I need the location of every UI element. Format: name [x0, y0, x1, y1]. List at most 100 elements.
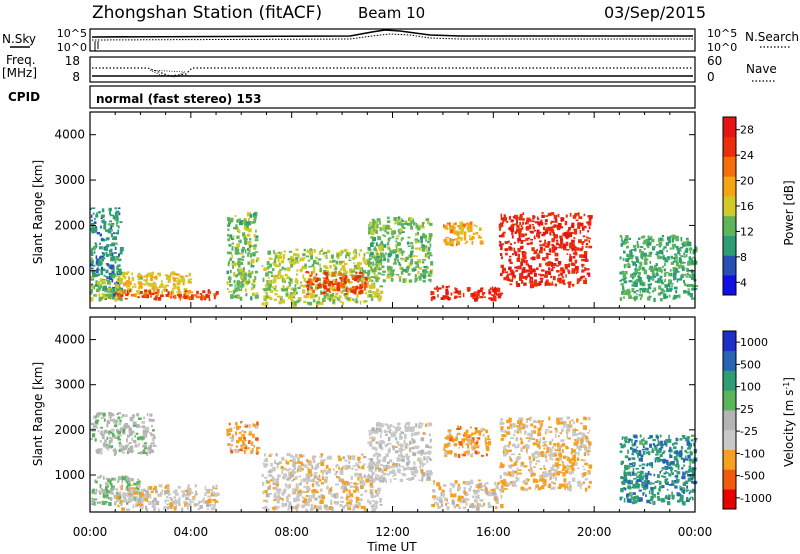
data-cell — [532, 268, 536, 273]
data-cell — [463, 433, 466, 437]
data-cell — [166, 499, 170, 502]
data-region — [115, 484, 220, 512]
data-cell — [210, 507, 215, 511]
data-cell — [668, 273, 672, 277]
data-cell — [292, 490, 296, 493]
data-cell — [236, 441, 240, 444]
data-cell — [171, 271, 175, 276]
data-cell — [249, 238, 252, 241]
data-cell — [338, 270, 341, 273]
data-cell — [301, 467, 304, 471]
data-cell — [353, 489, 357, 493]
data-cell — [646, 243, 649, 247]
data-cell — [488, 504, 492, 507]
data-cell — [338, 466, 340, 470]
data-cell — [556, 417, 561, 422]
data-cell — [112, 215, 116, 220]
data-cell — [193, 504, 198, 507]
data-cell — [581, 264, 585, 267]
data-cell — [391, 434, 396, 438]
data-cell — [467, 444, 470, 449]
data-cell — [375, 230, 378, 234]
data-cell — [421, 225, 425, 229]
data-cell — [109, 293, 113, 297]
data-cell — [503, 231, 506, 234]
data-cell — [406, 421, 411, 426]
data-cell — [348, 500, 352, 505]
data-cell — [145, 279, 148, 284]
data-cell — [581, 465, 584, 468]
data-cell — [528, 486, 532, 490]
data-cell — [183, 294, 185, 298]
data-cell — [520, 447, 523, 452]
data-cell — [510, 227, 515, 232]
data-cell — [568, 226, 571, 231]
data-cell — [380, 423, 384, 427]
data-cell — [485, 482, 489, 485]
data-cell — [461, 453, 463, 456]
data-cell — [397, 469, 401, 472]
data-cell — [551, 263, 554, 267]
data-cell — [145, 426, 150, 431]
data-cell — [131, 437, 133, 441]
data-cell — [561, 460, 564, 464]
data-cell — [401, 251, 404, 256]
data-cell — [207, 495, 212, 498]
data-cell — [320, 461, 325, 466]
data-cell — [137, 272, 141, 276]
data-cell — [387, 246, 390, 250]
data-cell — [356, 263, 360, 267]
data-cell — [539, 222, 544, 226]
data-cell — [110, 214, 114, 217]
data-cell — [686, 240, 690, 243]
data-cell — [556, 270, 560, 273]
data-cell — [277, 474, 281, 477]
data-cell — [95, 260, 100, 265]
data-cell — [410, 260, 413, 265]
data-cell — [234, 287, 238, 292]
data-cell — [426, 460, 429, 464]
data-cell — [417, 270, 420, 275]
data-cell — [387, 216, 390, 220]
data-cell — [126, 501, 131, 503]
data-cell — [109, 220, 113, 223]
data-cell — [558, 274, 560, 277]
data-cell — [357, 275, 362, 279]
data-cell — [396, 422, 401, 426]
data-cell — [459, 230, 464, 235]
data-cell — [442, 295, 446, 298]
data-cell — [419, 247, 421, 251]
data-cell — [420, 450, 423, 454]
data-cell — [420, 239, 423, 244]
data-cell — [667, 236, 671, 241]
data-cell — [246, 280, 251, 284]
data-cell — [112, 292, 117, 297]
data-cell — [393, 262, 397, 265]
data-cell — [317, 462, 321, 465]
data-cell — [420, 468, 424, 471]
data-cell — [405, 423, 408, 426]
data-cell — [120, 487, 123, 491]
data-cell — [373, 272, 376, 275]
data-cell — [350, 289, 353, 293]
data-cell — [229, 257, 233, 262]
data-cell — [121, 451, 126, 454]
data-cell — [543, 447, 546, 450]
data-cell — [375, 242, 378, 247]
data-cell — [337, 297, 341, 300]
data-cell — [455, 243, 458, 247]
data-cell — [402, 278, 406, 282]
data-cell — [133, 414, 135, 419]
data-cell — [365, 262, 368, 266]
data-cell — [524, 430, 527, 435]
data-cell — [208, 298, 211, 302]
data-cell — [237, 228, 240, 231]
data-cell — [426, 251, 430, 255]
data-cell — [104, 439, 107, 443]
y-tick-label: 3000 — [54, 173, 85, 187]
data-cell — [502, 450, 505, 454]
data-cell — [398, 454, 402, 457]
data-cell — [215, 484, 218, 488]
data-cell — [155, 286, 158, 291]
